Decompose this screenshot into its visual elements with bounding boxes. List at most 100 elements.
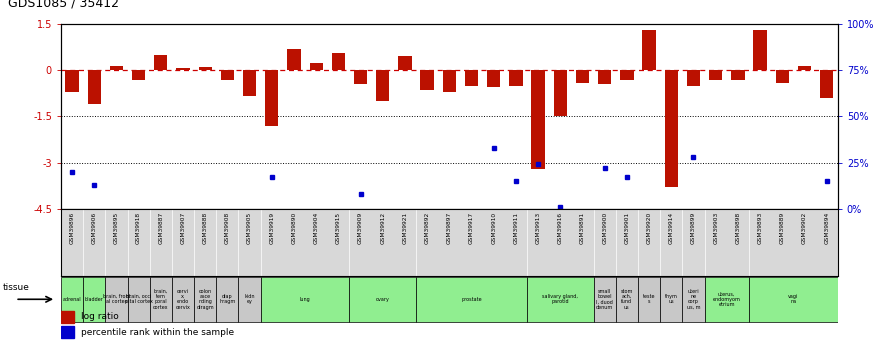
Bar bbox=[243, 70, 256, 97]
Text: GSM39920: GSM39920 bbox=[647, 212, 651, 244]
Text: GSM39895: GSM39895 bbox=[114, 212, 119, 244]
Bar bbox=[531, 70, 545, 169]
Text: GSM39906: GSM39906 bbox=[91, 212, 97, 244]
Bar bbox=[420, 70, 434, 90]
Bar bbox=[177, 68, 190, 70]
Text: GSM39893: GSM39893 bbox=[758, 212, 762, 244]
Text: GSM39904: GSM39904 bbox=[314, 212, 319, 244]
Bar bbox=[288, 49, 301, 70]
Text: cervi
x,
endo
cervix: cervi x, endo cervix bbox=[176, 289, 191, 310]
Text: GSM39910: GSM39910 bbox=[491, 212, 496, 244]
Text: lung: lung bbox=[299, 297, 310, 302]
Text: GSM39896: GSM39896 bbox=[70, 212, 74, 244]
Bar bbox=[106, 277, 127, 322]
Text: GDS1085 / 35412: GDS1085 / 35412 bbox=[8, 0, 119, 9]
Text: salivary gland,
parotid: salivary gland, parotid bbox=[542, 294, 578, 305]
Bar bbox=[487, 70, 500, 87]
Text: small
bowel
I, duod
denum: small bowel I, duod denum bbox=[596, 289, 614, 310]
Text: brain, front
al cortex: brain, front al cortex bbox=[103, 294, 130, 305]
Bar bbox=[332, 53, 345, 70]
Text: GSM39888: GSM39888 bbox=[202, 212, 208, 244]
Bar bbox=[616, 277, 638, 322]
Bar bbox=[65, 70, 79, 92]
Bar bbox=[776, 70, 789, 82]
Bar bbox=[127, 277, 150, 322]
Bar bbox=[749, 277, 838, 322]
Text: prostate: prostate bbox=[461, 297, 482, 302]
Text: GSM39917: GSM39917 bbox=[469, 212, 474, 244]
Bar bbox=[509, 70, 522, 86]
Bar bbox=[704, 277, 749, 322]
Text: uterus,
endomyom
etrium: uterus, endomyom etrium bbox=[713, 292, 741, 307]
Bar bbox=[638, 277, 660, 322]
Text: GSM39890: GSM39890 bbox=[291, 212, 297, 244]
Text: GSM39892: GSM39892 bbox=[425, 212, 430, 244]
Bar bbox=[642, 30, 656, 70]
Bar bbox=[731, 70, 745, 79]
Text: tissue: tissue bbox=[3, 283, 30, 292]
Bar bbox=[172, 277, 194, 322]
Bar bbox=[199, 67, 211, 70]
Bar bbox=[620, 70, 633, 79]
Text: ovary: ovary bbox=[375, 297, 390, 302]
Text: teste
s: teste s bbox=[642, 294, 655, 305]
Bar bbox=[109, 66, 123, 70]
Bar bbox=[83, 277, 106, 322]
Bar bbox=[709, 70, 722, 79]
Bar bbox=[660, 277, 683, 322]
Text: GSM39889: GSM39889 bbox=[780, 212, 785, 244]
Bar bbox=[665, 70, 678, 187]
Bar bbox=[220, 70, 234, 79]
Bar bbox=[354, 70, 367, 84]
Text: GSM39919: GSM39919 bbox=[270, 212, 274, 244]
Text: GSM39912: GSM39912 bbox=[380, 212, 385, 244]
Bar bbox=[683, 277, 704, 322]
Bar bbox=[194, 277, 216, 322]
Bar bbox=[416, 277, 527, 322]
Text: GSM39918: GSM39918 bbox=[136, 212, 141, 244]
Bar bbox=[150, 277, 172, 322]
Bar bbox=[132, 70, 145, 79]
Text: bladder: bladder bbox=[85, 297, 104, 302]
Text: GSM39916: GSM39916 bbox=[558, 212, 563, 244]
Bar bbox=[349, 277, 416, 322]
Text: GSM39894: GSM39894 bbox=[824, 212, 829, 244]
Text: GSM39915: GSM39915 bbox=[336, 212, 340, 244]
Bar bbox=[820, 70, 833, 98]
Bar bbox=[261, 277, 349, 322]
Text: GSM39900: GSM39900 bbox=[602, 212, 607, 244]
Text: GSM39914: GSM39914 bbox=[668, 212, 674, 244]
Bar bbox=[216, 277, 238, 322]
Bar bbox=[576, 70, 590, 82]
Bar bbox=[238, 277, 261, 322]
Bar bbox=[598, 70, 611, 84]
Bar bbox=[465, 70, 478, 86]
Bar bbox=[265, 70, 279, 126]
Text: adrenal: adrenal bbox=[63, 297, 82, 302]
Bar bbox=[376, 70, 390, 101]
Bar bbox=[61, 277, 83, 322]
Text: GSM39899: GSM39899 bbox=[691, 212, 696, 244]
Bar bbox=[527, 277, 594, 322]
Text: GSM39909: GSM39909 bbox=[358, 212, 363, 244]
Text: GSM39902: GSM39902 bbox=[802, 212, 807, 244]
Text: kidn
ey: kidn ey bbox=[245, 294, 254, 305]
Text: brain,
tem
poral
cortex: brain, tem poral cortex bbox=[153, 289, 168, 310]
Bar bbox=[443, 70, 456, 92]
Text: diap
hragm: diap hragm bbox=[220, 294, 236, 305]
Text: GSM39911: GSM39911 bbox=[513, 212, 519, 244]
Text: colon
asce
nding
diragm: colon asce nding diragm bbox=[196, 289, 214, 310]
Text: brain, occi
pital cortex: brain, occi pital cortex bbox=[125, 294, 152, 305]
Bar bbox=[309, 62, 323, 70]
Text: GSM39907: GSM39907 bbox=[180, 212, 185, 244]
Text: percentile rank within the sample: percentile rank within the sample bbox=[82, 327, 234, 337]
Bar bbox=[554, 70, 567, 117]
Text: log ratio: log ratio bbox=[82, 312, 119, 321]
Bar bbox=[797, 66, 811, 70]
Text: GSM39901: GSM39901 bbox=[625, 212, 629, 244]
Bar bbox=[88, 70, 101, 104]
Bar bbox=[399, 57, 411, 70]
Text: GSM39903: GSM39903 bbox=[713, 212, 719, 244]
Text: GSM39887: GSM39887 bbox=[159, 212, 163, 244]
Bar bbox=[61, 326, 74, 338]
